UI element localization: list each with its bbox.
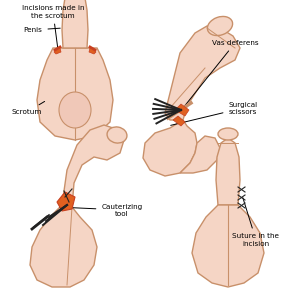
Polygon shape: [175, 104, 189, 116]
Text: Suture in the
incision: Suture in the incision: [232, 198, 280, 247]
Polygon shape: [173, 116, 185, 126]
Polygon shape: [54, 48, 61, 54]
Polygon shape: [192, 205, 264, 287]
Polygon shape: [62, 125, 124, 207]
Ellipse shape: [218, 128, 238, 140]
Ellipse shape: [107, 127, 127, 143]
Text: Vas deferens: Vas deferens: [185, 40, 258, 106]
Ellipse shape: [207, 16, 232, 36]
Ellipse shape: [59, 92, 91, 128]
Text: Scrotum: Scrotum: [12, 101, 45, 115]
Polygon shape: [30, 205, 97, 287]
Polygon shape: [57, 192, 75, 211]
Text: Cauterizing
tool: Cauterizing tool: [60, 203, 142, 217]
Text: Surgical
scissors: Surgical scissors: [171, 101, 258, 125]
Polygon shape: [143, 120, 197, 176]
Text: Penis: Penis: [24, 27, 60, 33]
Polygon shape: [165, 26, 240, 120]
Polygon shape: [216, 138, 240, 205]
Polygon shape: [62, 0, 88, 48]
Polygon shape: [89, 48, 96, 54]
Polygon shape: [37, 48, 113, 140]
Text: Incisions made in
the scrotum: Incisions made in the scrotum: [22, 5, 84, 47]
Polygon shape: [180, 136, 220, 173]
